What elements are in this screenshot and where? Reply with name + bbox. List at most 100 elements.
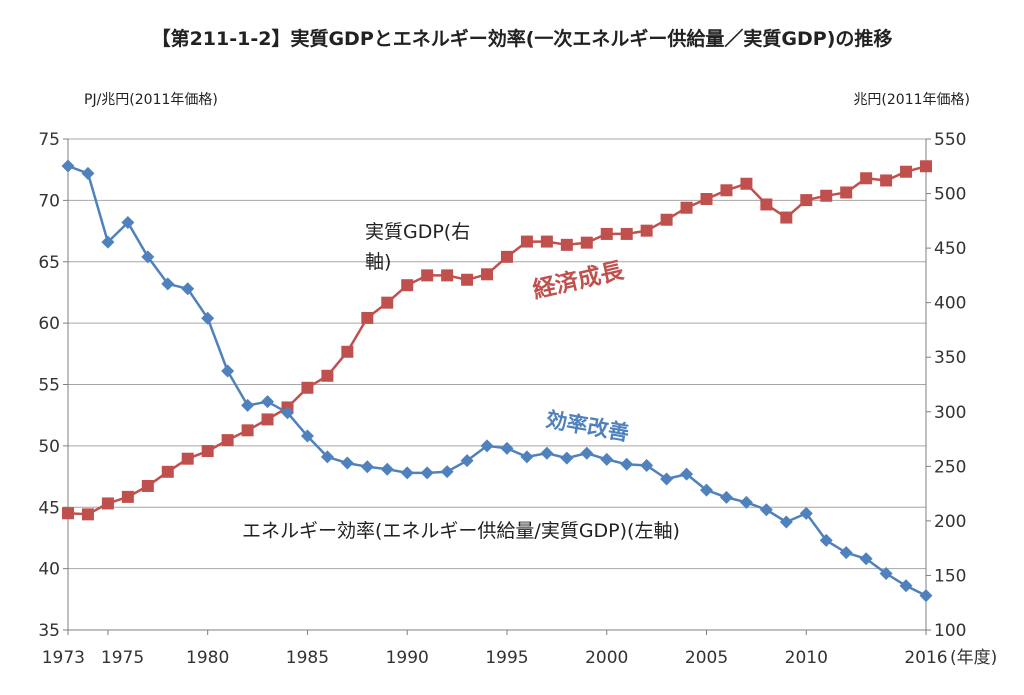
gdp-series-label-line1: 実質GDP(右 — [365, 221, 470, 243]
gdp-point-2014 — [880, 174, 893, 187]
efficiency-point-1974 — [81, 166, 95, 180]
x-axis-ticks: 1973 1975 1980 1985 1990 1995 2000 2005 2010 2016 — [42, 630, 948, 668]
efficiency-point-1977 — [141, 250, 155, 264]
right-tick-label-3: 250 — [934, 457, 966, 477]
right-tick-label-9: 550 — [934, 130, 966, 150]
x-tick-label-4: 1990 — [386, 648, 429, 668]
efficiency-point-1979 — [181, 282, 195, 296]
efficiency-point-2010 — [799, 506, 813, 520]
gdp-point-2002 — [640, 224, 653, 237]
efficiency-point-2007 — [739, 495, 753, 509]
gdp-point-1992 — [441, 269, 454, 282]
series-real-gdp — [62, 160, 932, 521]
gdp-point-1985 — [301, 381, 314, 394]
efficiency-point-1984 — [280, 406, 294, 420]
efficiency-point-2005 — [700, 483, 714, 497]
x-tick-label-7: 2005 — [685, 648, 728, 668]
efficiency-point-1994 — [480, 439, 494, 453]
efficiency-point-1998 — [560, 451, 574, 465]
gdp-point-1988 — [361, 311, 374, 324]
gdp-point-2009 — [780, 211, 793, 224]
gdp-point-2013 — [860, 172, 873, 185]
x-axis-unit: (年度) — [950, 648, 997, 668]
left-tick-label-1: 40 — [38, 560, 60, 580]
gdp-point-2011 — [820, 189, 833, 202]
right-tick-label-8: 500 — [934, 185, 966, 205]
left-tick-label-4: 55 — [38, 376, 60, 396]
efficiency-point-2013 — [859, 552, 873, 566]
right-tick-label-2: 200 — [934, 512, 966, 532]
efficiency-point-1995 — [500, 441, 514, 455]
gdp-point-1989 — [381, 296, 394, 309]
efficiency-point-2001 — [620, 457, 634, 471]
x-tick-label-0: 1973 — [42, 648, 85, 668]
efficiency-point-2003 — [660, 472, 674, 486]
gdp-point-1987 — [341, 345, 354, 358]
gdp-point-2008 — [760, 198, 773, 211]
efficiency-annotation: 効率改善 — [544, 407, 631, 445]
efficiency-point-2016 — [919, 589, 933, 603]
gdp-point-1996 — [520, 235, 533, 248]
right-tick-label-5: 350 — [934, 348, 966, 368]
gdp-series-label-line2: 軸) — [365, 251, 391, 273]
efficiency-point-1988 — [360, 460, 374, 474]
series-energy-efficiency — [61, 159, 933, 603]
gdp-point-1991 — [421, 269, 434, 282]
gdp-point-2003 — [660, 213, 673, 226]
efficiency-point-1978 — [161, 277, 175, 291]
gdp-point-1975 — [101, 497, 114, 510]
efficiency-point-1996 — [520, 450, 534, 464]
right-tick-label-0: 100 — [934, 621, 966, 641]
gdp-point-1986 — [321, 369, 334, 382]
x-tick-label-6: 2000 — [585, 648, 628, 668]
efficiency-point-2002 — [640, 459, 654, 473]
efficiency-point-1997 — [540, 446, 554, 460]
gridlines — [68, 138, 926, 570]
x-tick-label-9: 2016 — [904, 648, 947, 668]
gdp-point-2006 — [720, 184, 733, 197]
efficiency-point-2008 — [759, 503, 773, 517]
gdp-point-1981 — [221, 434, 234, 447]
efficiency-point-2014 — [879, 567, 893, 581]
efficiency-point-2011 — [819, 533, 833, 547]
gdp-point-1976 — [121, 490, 134, 503]
right-tick-label-4: 300 — [934, 403, 966, 423]
x-tick-label-8: 2010 — [785, 648, 828, 668]
gdp-point-1973 — [62, 507, 74, 520]
gdp-point-2010 — [800, 194, 813, 207]
growth-annotation: 経済成長 — [530, 257, 627, 304]
efficiency-point-1991 — [420, 466, 434, 480]
left-tick-label-0: 35 — [38, 621, 60, 641]
efficiency-series-label: エネルギー効率(エネルギー供給量/実質GDP)(左軸) — [242, 520, 680, 542]
gdp-point-1990 — [401, 279, 414, 292]
left-tick-label-5: 60 — [38, 314, 60, 334]
x-tick-label-2: 1980 — [186, 648, 229, 668]
efficiency-point-1987 — [340, 456, 354, 470]
right-tick-label-6: 400 — [934, 294, 966, 314]
gdp-point-2012 — [840, 186, 853, 199]
gdp-point-1982 — [241, 424, 254, 437]
right-axis-unit: 兆円(2011年価格) — [853, 92, 970, 108]
efficiency-point-2009 — [779, 515, 793, 529]
efficiency-point-1982 — [241, 398, 255, 412]
right-axis-ticks: 100 150 200 250 300 350 400 450 500 550 — [926, 130, 966, 641]
gdp-point-1993 — [461, 273, 474, 286]
efficiency-point-1976 — [121, 215, 135, 229]
right-tick-label-7: 450 — [934, 239, 966, 259]
efficiency-point-2015 — [899, 579, 913, 593]
x-tick-label-5: 1995 — [485, 648, 528, 668]
gdp-point-2015 — [900, 165, 913, 178]
gdp-point-2007 — [740, 177, 753, 190]
gdp-point-1999 — [580, 236, 593, 249]
left-tick-label-6: 65 — [38, 253, 60, 273]
efficiency-point-1975 — [101, 235, 115, 249]
x-tick-label-3: 1985 — [286, 648, 329, 668]
gdp-point-2004 — [680, 201, 693, 214]
efficiency-point-2012 — [839, 546, 853, 560]
gdp-point-1983 — [261, 413, 274, 426]
gdp-point-1974 — [81, 508, 94, 521]
left-axis-ticks: 35 40 45 50 55 60 65 70 75 — [38, 130, 68, 641]
gdp-point-2000 — [600, 227, 613, 240]
gdp-point-2016 — [920, 160, 932, 173]
